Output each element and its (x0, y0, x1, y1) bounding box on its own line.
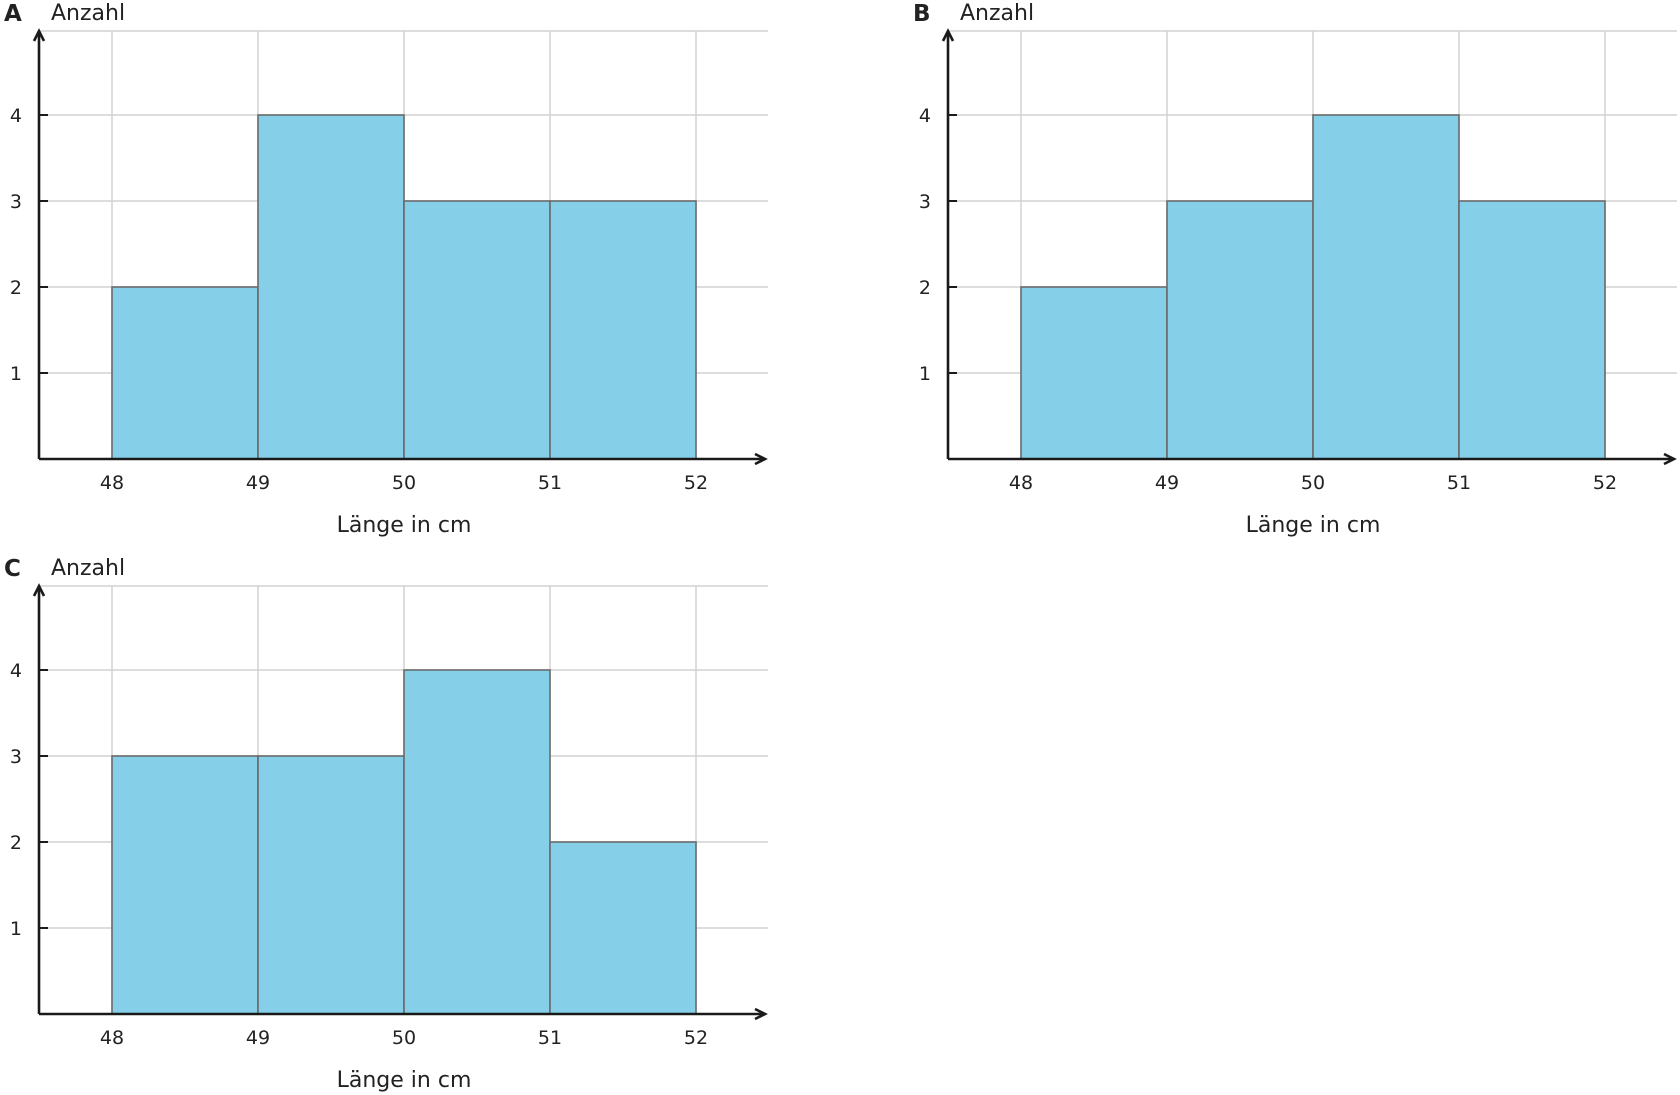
histogram-bar (1020, 286, 1168, 460)
histogram-bar (111, 286, 259, 460)
y-tick-label: 3 (919, 191, 931, 213)
chart-panel-c: 1 2 3 4 48 49 50 51 52 C Anzahl Länge in cm (4, 556, 768, 1093)
y-tick-label: 1 (10, 918, 22, 940)
y-axis-arrow-icon (32, 28, 46, 42)
x-axis-title-c: Länge in cm (337, 1068, 472, 1093)
y-tick-label: 1 (919, 363, 931, 385)
x-tick-label: 49 (246, 1027, 270, 1049)
x-axis-title-b: Länge in cm (1246, 513, 1381, 538)
chart-panel-a: 1 2 3 4 48 49 50 51 52 A Anzahl Länge in cm (4, 1, 768, 538)
x-axis-arrow-icon (1663, 452, 1677, 466)
y-tick-label: 4 (10, 660, 22, 682)
histogram-bar (1312, 114, 1460, 460)
x-tick-label: 50 (392, 472, 416, 494)
y-tick-label: 4 (919, 105, 931, 127)
x-tick-label: 51 (538, 1027, 562, 1049)
y-tick-label: 4 (10, 105, 22, 127)
plot-area-b: 1 2 3 4 48 49 50 51 52 (919, 28, 1677, 494)
chart-panel-b: 1 2 3 4 48 49 50 51 52 B Anzahl Länge in cm (913, 1, 1677, 538)
y-tick-label: 3 (10, 191, 22, 213)
y-tick-label: 2 (919, 277, 931, 299)
x-tick-label: 52 (1593, 472, 1617, 494)
x-tick-label: 50 (1301, 472, 1325, 494)
histogram-bar (403, 669, 551, 1015)
x-tick-label: 48 (100, 1027, 124, 1049)
y-axis-title-b: Anzahl (960, 1, 1034, 26)
x-axis-title-a: Länge in cm (337, 513, 472, 538)
histogram-bar (549, 841, 697, 1015)
x-tick-label: 51 (1447, 472, 1471, 494)
histogram-bar (549, 200, 697, 460)
y-tick-label: 2 (10, 277, 22, 299)
histogram-bar (1458, 200, 1606, 460)
histogram-bar (257, 755, 405, 1015)
x-tick-label: 51 (538, 472, 562, 494)
y-tick-label: 2 (10, 832, 22, 854)
x-axis-arrow-icon (754, 1007, 768, 1021)
panel-label-a: A (4, 1, 22, 27)
y-axis-arrow-icon (32, 583, 46, 597)
x-tick-label: 52 (684, 472, 708, 494)
x-tick-label: 52 (684, 1027, 708, 1049)
x-tick-label: 48 (1009, 472, 1033, 494)
histogram-bar (403, 200, 551, 460)
x-axis-arrow-icon (754, 452, 768, 466)
x-tick-label: 50 (392, 1027, 416, 1049)
plot-area-c: 1 2 3 4 48 49 50 51 52 (10, 583, 768, 1049)
panel-label-b: B (913, 1, 931, 27)
x-tick-label: 49 (1155, 472, 1179, 494)
x-tick-label: 49 (246, 472, 270, 494)
y-axis-title-a: Anzahl (51, 1, 125, 26)
y-tick-label: 1 (10, 363, 22, 385)
x-tick-label: 48 (100, 472, 124, 494)
histogram-bar (257, 114, 405, 460)
plot-area-a: 1 2 3 4 48 49 50 51 52 (10, 28, 768, 494)
histogram-bar (1166, 200, 1314, 460)
y-axis-arrow-icon (941, 28, 955, 42)
y-tick-label: 3 (10, 746, 22, 768)
panel-label-c: C (4, 556, 21, 582)
histogram-bar (111, 755, 259, 1015)
y-axis-title-c: Anzahl (51, 556, 125, 581)
